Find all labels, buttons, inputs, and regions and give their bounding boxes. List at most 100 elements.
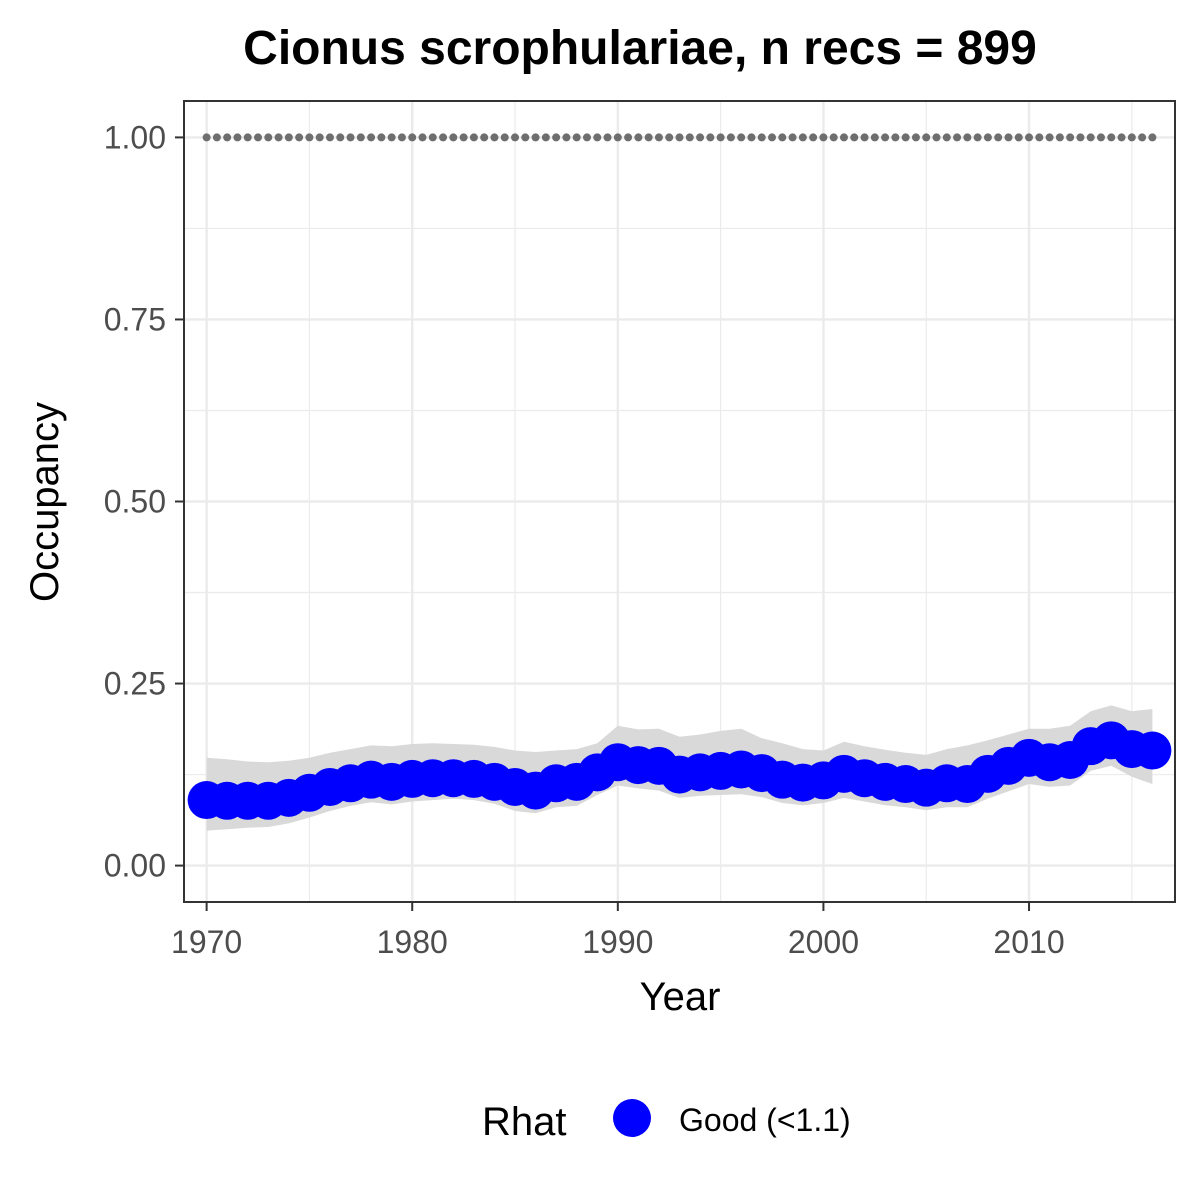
reference-dot <box>315 133 324 142</box>
legend-title: Rhat <box>482 1100 567 1144</box>
reference-dot <box>922 133 931 142</box>
reference-dot <box>469 133 478 142</box>
y-tick-label: 0.50 <box>104 484 166 520</box>
reference-dot <box>768 133 777 142</box>
reference-dot <box>624 133 633 142</box>
reference-dot <box>305 133 314 142</box>
reference-dot <box>870 133 879 142</box>
occupancy-points <box>187 721 1172 820</box>
x-tick-label: 1970 <box>171 924 242 960</box>
reference-dot <box>1055 133 1064 142</box>
reference-dot <box>562 133 571 142</box>
reference-dot <box>541 133 550 142</box>
reference-dot <box>1004 133 1013 142</box>
reference-dot <box>325 133 334 142</box>
reference-dot <box>685 133 694 142</box>
reference-dot <box>346 133 355 142</box>
reference-dot <box>1045 133 1054 142</box>
reference-dot <box>963 133 972 142</box>
reference-dot <box>973 133 982 142</box>
chart-title: Cionus scrophulariae, n recs = 899 <box>243 22 1037 75</box>
reference-dot <box>439 133 448 142</box>
reference-dot <box>490 133 499 142</box>
reference-dot <box>696 133 705 142</box>
reference-dot <box>212 133 221 142</box>
reference-dot <box>511 133 520 142</box>
reference-dot <box>891 133 900 142</box>
reference-dot <box>593 133 602 142</box>
reference-dot <box>613 133 622 142</box>
reference-dot <box>654 133 663 142</box>
reference-line <box>202 133 1157 142</box>
reference-dot <box>254 133 263 142</box>
reference-dot <box>572 133 581 142</box>
reference-dot <box>356 133 365 142</box>
reference-dot <box>716 133 725 142</box>
legend-key-good <box>613 1099 651 1137</box>
reference-dot <box>911 133 920 142</box>
reference-dot <box>819 133 828 142</box>
reference-dot <box>706 133 715 142</box>
reference-dot <box>367 133 376 142</box>
reference-dot <box>295 133 304 142</box>
reference-dot <box>603 133 612 142</box>
reference-dot <box>1025 133 1034 142</box>
reference-dot <box>397 133 406 142</box>
reference-dot <box>798 133 807 142</box>
reference-dot <box>202 133 211 142</box>
reference-dot <box>634 133 643 142</box>
x-tick-label: 2010 <box>993 924 1064 960</box>
reference-dot <box>243 133 252 142</box>
reference-dot <box>1014 133 1023 142</box>
x-tick-label: 1980 <box>377 924 448 960</box>
reference-dot <box>274 133 283 142</box>
reference-dot <box>428 133 437 142</box>
x-tick-label: 1990 <box>582 924 653 960</box>
reference-dot <box>418 133 427 142</box>
reference-dot <box>459 133 468 142</box>
x-axis-title: Year <box>640 975 721 1019</box>
reference-dot <box>552 133 561 142</box>
data-point <box>1133 731 1172 770</box>
reference-dot <box>284 133 293 142</box>
axes: 1970 1980 1990 2000 2010 0.00 0.25 0.50 0.75 1.00 <box>104 119 1065 960</box>
reference-dot <box>932 133 941 142</box>
y-tick-label: 0.25 <box>104 666 166 702</box>
reference-dot <box>1096 133 1105 142</box>
reference-dot <box>480 133 489 142</box>
reference-dot <box>778 133 787 142</box>
reference-dot <box>1107 133 1116 142</box>
reference-dot <box>839 133 848 142</box>
reference-dot <box>531 133 540 142</box>
reference-dot <box>1035 133 1044 142</box>
reference-dot <box>336 133 345 142</box>
reference-dot <box>1127 133 1136 142</box>
reference-dot <box>1138 133 1147 142</box>
reference-dot <box>757 133 766 142</box>
reference-dot <box>788 133 797 142</box>
reference-dot <box>223 133 232 142</box>
reference-dot <box>1117 133 1126 142</box>
reference-dot <box>1148 133 1157 142</box>
reference-dot <box>387 133 396 142</box>
reference-dot <box>264 133 273 142</box>
reference-dot <box>994 133 1003 142</box>
reference-dot <box>500 133 509 142</box>
reference-dot <box>644 133 653 142</box>
reference-dot <box>860 133 869 142</box>
reference-dot <box>377 133 386 142</box>
legend: Rhat Good (<1.1) <box>482 1099 851 1144</box>
y-tick-label: 0.00 <box>104 848 166 884</box>
reference-dot <box>582 133 591 142</box>
reference-dot <box>408 133 417 142</box>
reference-dot <box>983 133 992 142</box>
reference-dot <box>675 133 684 142</box>
reference-dot <box>850 133 859 142</box>
y-tick-label: 1.00 <box>104 119 166 155</box>
reference-dot <box>233 133 242 142</box>
reference-dot <box>881 133 890 142</box>
y-axis-title: Occupancy <box>23 402 67 602</box>
reference-dot <box>829 133 838 142</box>
reference-dot <box>1066 133 1075 142</box>
